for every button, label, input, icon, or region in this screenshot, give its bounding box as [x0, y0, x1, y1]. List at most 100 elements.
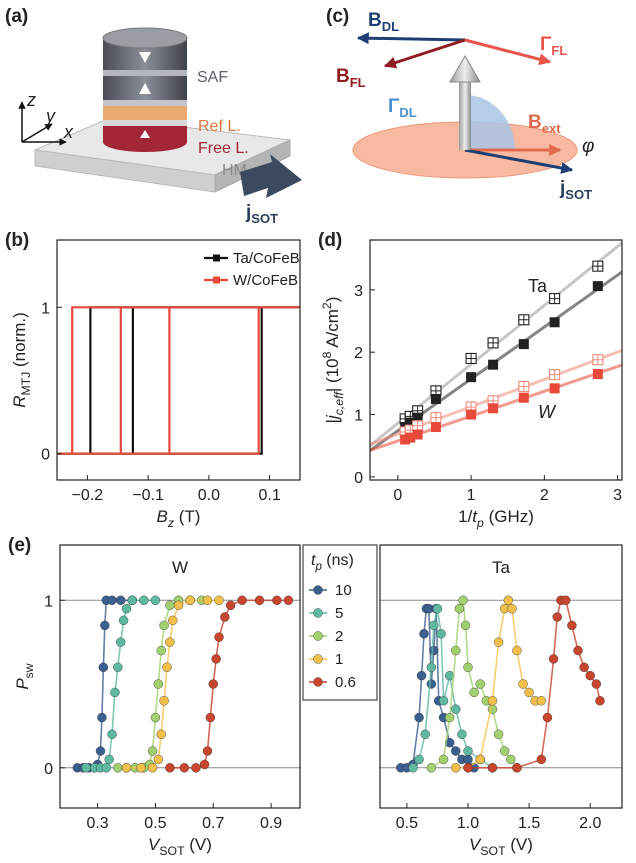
data-point [430, 412, 442, 424]
legend-label: 5 [335, 605, 343, 622]
label-part: j [559, 178, 565, 199]
label-part: (V) [185, 835, 212, 854]
current-label: jSOT [245, 202, 278, 226]
label-part: 8 [320, 351, 334, 358]
data-point [595, 696, 605, 706]
data-point [98, 662, 109, 672]
x-tick-label: 0.3 [86, 815, 108, 832]
data-point [444, 737, 455, 748]
data-point [463, 754, 473, 765]
data-point [156, 645, 166, 656]
marker-box [405, 417, 416, 428]
marker-cross [592, 261, 603, 272]
legend-label: 2 [335, 628, 343, 645]
moment-arrow [139, 83, 151, 94]
marker-cross [518, 314, 529, 325]
data-point [156, 729, 166, 739]
data-point [549, 383, 560, 394]
data-point [512, 763, 522, 773]
moment-head [449, 54, 481, 83]
data-point [97, 712, 107, 723]
series-line [126, 599, 219, 769]
x-axis-label: VSOT (V) [469, 835, 533, 858]
data-point [165, 600, 175, 611]
data-point [110, 687, 120, 698]
series-line [57, 306, 300, 455]
data-point [136, 763, 146, 773]
marker-box [466, 409, 477, 420]
x-tick-label: 3 [613, 487, 622, 504]
marker-box [549, 383, 560, 394]
panel-label: (b) [5, 230, 29, 251]
data-point [454, 603, 465, 614]
moment-shaft [459, 80, 471, 150]
y-axis-label: RMTJ (norm.) [10, 312, 33, 408]
label-part: p [314, 561, 322, 573]
data-point [487, 337, 499, 349]
legend-marker [313, 631, 323, 641]
hm-side [214, 139, 291, 193]
label-part: B [157, 507, 168, 526]
y-tick-label: 1 [41, 300, 50, 317]
plot-area [380, 595, 622, 773]
data-point [202, 746, 213, 756]
data-point [463, 763, 473, 773]
data-point [429, 620, 439, 631]
data-point [451, 645, 461, 656]
data-point [463, 746, 473, 756]
label-part: SOT [565, 187, 592, 202]
marker-cross [412, 420, 423, 431]
data-point [405, 417, 416, 428]
annotation: W [538, 402, 557, 422]
data-point [493, 729, 504, 739]
current-label: jSOT [559, 178, 592, 202]
data-point [420, 729, 430, 739]
label-part: 2 [320, 302, 334, 309]
data-point [419, 629, 429, 639]
data-point [121, 763, 132, 773]
data-point [518, 392, 529, 403]
x-tick-label: 1 [467, 487, 476, 504]
axis-label: y [44, 106, 56, 126]
data-point [153, 754, 164, 765]
panel-label: (e) [8, 535, 31, 556]
legend-marker [213, 254, 220, 262]
data-point [460, 620, 471, 631]
data-point [487, 763, 498, 773]
label-part: FL [350, 75, 366, 90]
data-point [237, 595, 247, 605]
data-point [549, 369, 561, 381]
data-point [162, 662, 172, 672]
label-part: j [323, 414, 342, 421]
field-label: BDL [368, 10, 399, 34]
axis-label: x [63, 122, 74, 142]
label-part: (V) [506, 835, 533, 854]
data-point [518, 380, 530, 393]
data-point [426, 763, 437, 773]
data-point [549, 293, 561, 305]
ref-layer [103, 106, 187, 120]
data-point [191, 763, 201, 773]
label-part: sw [22, 663, 36, 678]
x-tick-label: 0.7 [202, 815, 224, 832]
data-point [552, 612, 562, 622]
data-point [95, 746, 106, 756]
marker-box [400, 434, 411, 445]
series-line [468, 599, 601, 769]
legend-marker [313, 654, 323, 664]
data-point [414, 712, 424, 723]
marker-box [412, 412, 423, 423]
data-point [451, 704, 461, 714]
label-part: ) [323, 297, 342, 303]
x-tick-label: 1.5 [518, 815, 540, 832]
plot-area [60, 595, 300, 773]
diagram-c: (c) BDL BFL ΓFL ΓDL Bext φ jSOT [326, 6, 594, 202]
data-point [573, 645, 583, 656]
marker-box [430, 393, 441, 404]
label-part: j [245, 202, 251, 223]
data-point [168, 615, 178, 626]
label-part: c,eff [332, 391, 346, 416]
label-part: V [148, 835, 161, 854]
data-point [225, 600, 236, 611]
